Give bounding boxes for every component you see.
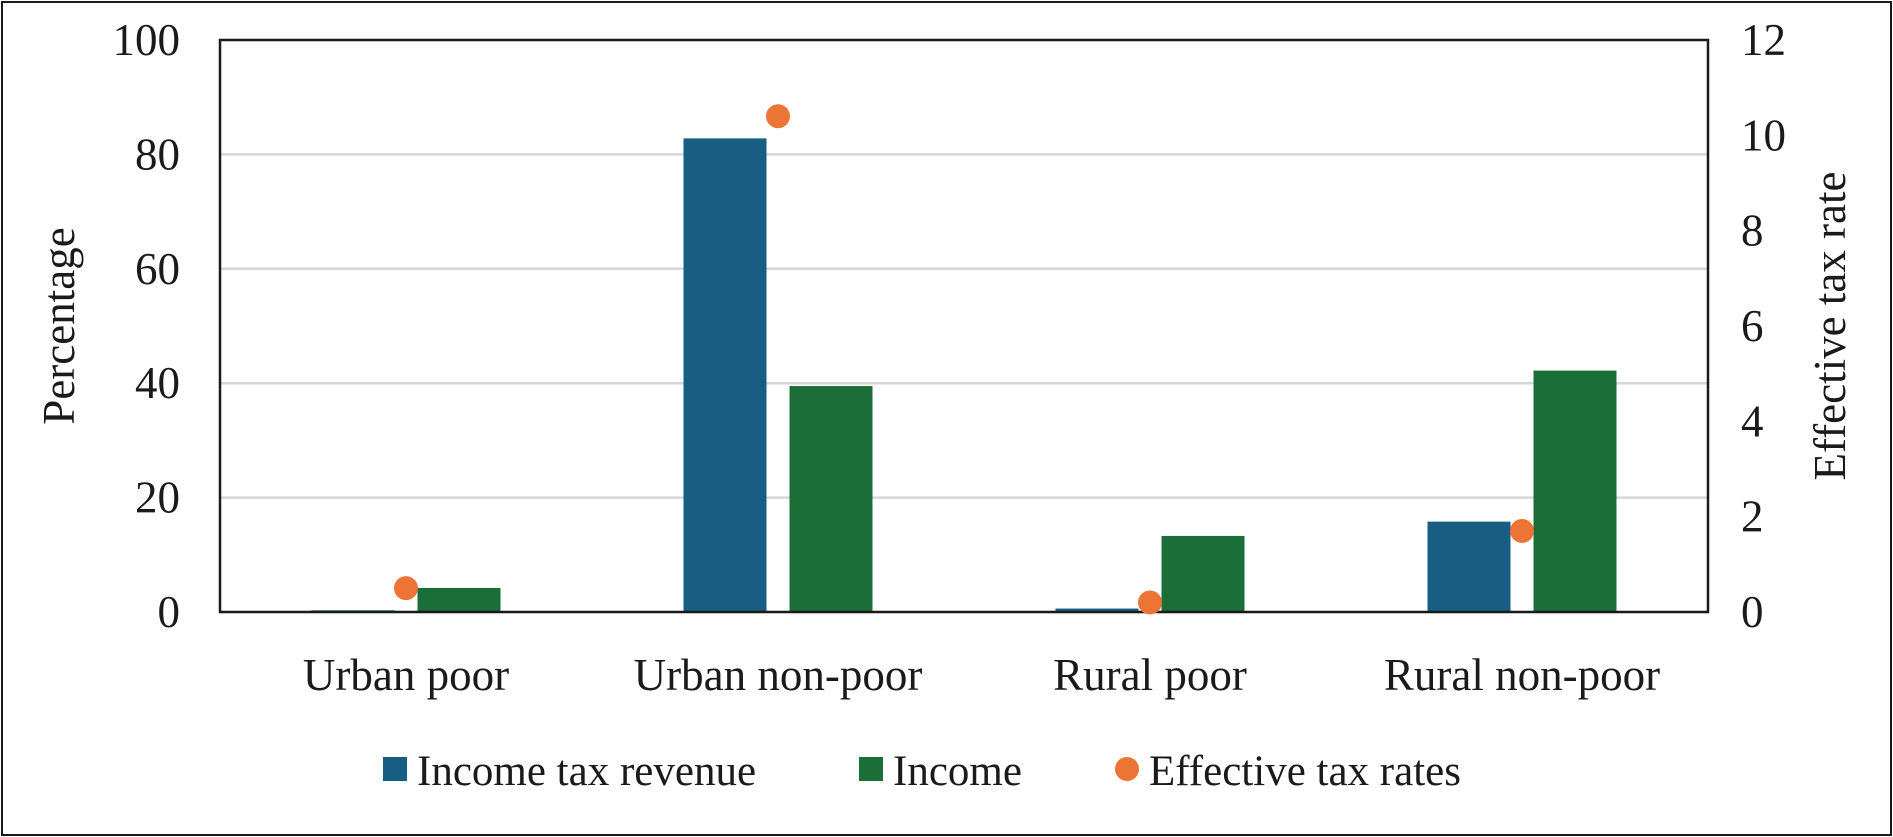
left-axis-tick-label: 60 [135, 244, 180, 294]
dot-effective-tax-rates [394, 576, 418, 601]
bar-income-tax-revenue [1055, 608, 1139, 612]
dot-effective-tax-rates [766, 104, 790, 129]
bar-income-tax-revenue [683, 138, 767, 612]
dot-effective-tax-rates [1138, 590, 1162, 615]
right-axis-ticks: 0 2 4 6 8 10 12 [1741, 15, 1786, 637]
legend-swatch [1115, 757, 1139, 781]
bars [311, 138, 1617, 612]
category-labels: Urban poor Urban non-poor Rural poor Rural … [303, 650, 1660, 700]
bar-income [789, 386, 873, 612]
bar-income-tax-revenue [1427, 521, 1511, 612]
right-axis-title: Effective tax rate [1805, 172, 1855, 481]
legend: Income tax revenue Income Effective tax ra… [383, 748, 1461, 795]
left-axis-tick-label: 40 [135, 358, 180, 408]
combo-chart: 0 20 40 60 80 100 0 2 4 6 8 10 12 Urban poor Urban n… [34, 15, 1855, 795]
left-axis-ticks: 0 20 40 60 80 100 [113, 15, 181, 637]
dot-effective-tax-rates [1510, 518, 1534, 543]
right-axis-tick-label: 10 [1741, 110, 1786, 160]
right-axis-tick-label: 4 [1741, 396, 1764, 446]
bar-income [1533, 370, 1617, 612]
legend-label: Effective tax rates [1149, 748, 1461, 795]
legend-swatch [383, 757, 407, 781]
bar-income [417, 587, 501, 612]
legend-label: Income tax revenue [417, 748, 756, 795]
left-axis-tick-label: 100 [113, 15, 181, 65]
left-axis-title: Percentage [34, 227, 84, 424]
legend-label: Income [893, 748, 1022, 795]
category-label: Urban poor [303, 650, 509, 700]
right-axis-tick-label: 6 [1741, 301, 1764, 351]
left-axis-tick-label: 0 [158, 587, 181, 637]
right-axis-tick-label: 2 [1741, 492, 1764, 542]
legend-swatch [859, 757, 883, 781]
right-axis-tick-label: 0 [1741, 587, 1764, 637]
dots [394, 104, 1534, 615]
category-label: Rural non-poor [1384, 650, 1660, 700]
right-axis-tick-label: 12 [1741, 15, 1786, 65]
bar-income [1161, 535, 1245, 612]
left-axis-tick-label: 80 [135, 129, 180, 179]
category-label: Urban non-poor [634, 650, 923, 700]
right-axis-tick-label: 8 [1741, 206, 1764, 256]
left-axis-tick-label: 20 [135, 473, 180, 523]
category-label: Rural poor [1053, 650, 1247, 700]
plot-area-border [218, 38, 1710, 614]
